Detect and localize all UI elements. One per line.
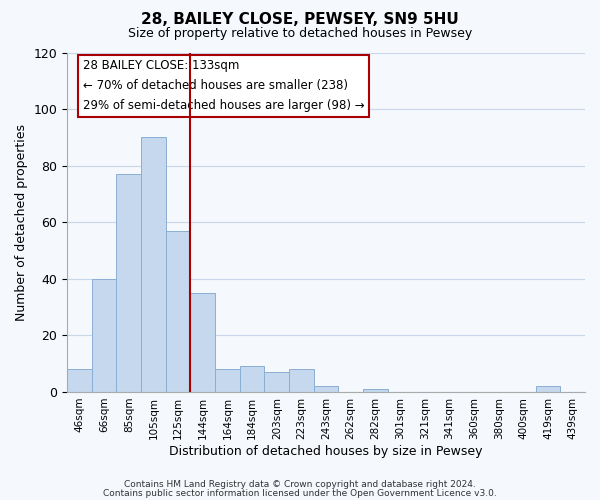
Bar <box>536 386 560 392</box>
Bar <box>166 230 190 392</box>
Bar <box>67 370 92 392</box>
Y-axis label: Number of detached properties: Number of detached properties <box>15 124 28 320</box>
Bar <box>141 138 166 392</box>
Text: Size of property relative to detached houses in Pewsey: Size of property relative to detached ho… <box>128 28 472 40</box>
Bar <box>265 372 289 392</box>
Text: 28 BAILEY CLOSE: 133sqm
← 70% of detached houses are smaller (238)
29% of semi-d: 28 BAILEY CLOSE: 133sqm ← 70% of detache… <box>83 60 364 112</box>
Bar <box>240 366 265 392</box>
Text: 28, BAILEY CLOSE, PEWSEY, SN9 5HU: 28, BAILEY CLOSE, PEWSEY, SN9 5HU <box>141 12 459 28</box>
Text: Contains public sector information licensed under the Open Government Licence v3: Contains public sector information licen… <box>103 488 497 498</box>
Bar <box>215 370 240 392</box>
Text: Contains HM Land Registry data © Crown copyright and database right 2024.: Contains HM Land Registry data © Crown c… <box>124 480 476 489</box>
Bar <box>190 293 215 392</box>
Bar <box>363 389 388 392</box>
Bar <box>92 279 116 392</box>
X-axis label: Distribution of detached houses by size in Pewsey: Distribution of detached houses by size … <box>169 444 483 458</box>
Bar <box>289 370 314 392</box>
Bar <box>314 386 338 392</box>
Bar <box>116 174 141 392</box>
